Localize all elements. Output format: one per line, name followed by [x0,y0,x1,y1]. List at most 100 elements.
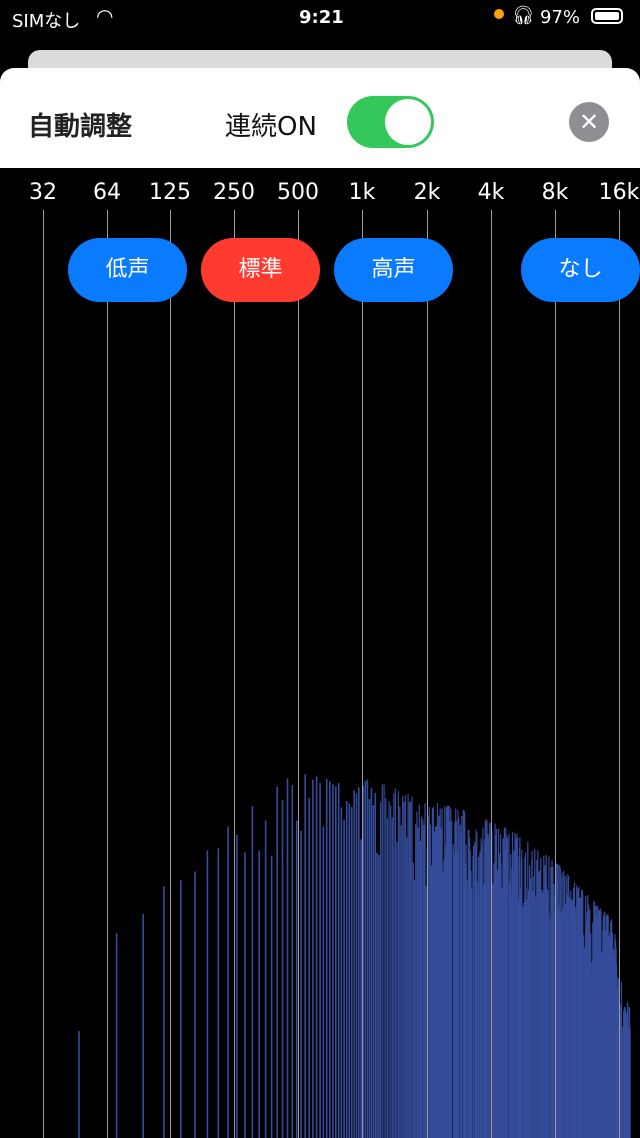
spectrum-bar [466,880,468,1138]
spectrum-bar [251,805,254,1138]
spectrum-bar [244,852,246,1138]
spectrum-bar [582,895,584,1138]
orange-dot-icon [494,9,504,19]
spectrum-bar [529,865,531,1138]
spectrum-bar [454,822,456,1138]
frequency-label: 250 [213,180,255,205]
preset-button[interactable]: 高声 [334,238,453,302]
spectrum-bar [345,801,348,1138]
spectrum-bar [583,935,585,1138]
spectrum-bar [507,838,509,1138]
spectrum-bar [523,905,525,1138]
toggle-knob [385,99,431,145]
spectrum-bar [557,864,559,1138]
spectrum-bar [434,826,436,1138]
spectrum-bar [399,806,401,1138]
spectrum-bar [448,805,450,1138]
spectrum-bar [595,914,597,1138]
spectrum-bar [388,801,390,1138]
spectrum-bar [194,871,196,1138]
spectrum-bar [412,862,414,1138]
spectrum-bar [547,889,549,1138]
spectrum-bar [601,952,603,1138]
spectrum-bar [519,837,521,1138]
spectrum-bar [522,906,524,1138]
spectrum-bar [558,906,560,1138]
spectrum-bar [451,820,453,1138]
spectrum-bar [264,820,267,1138]
frequency-gridline [298,210,299,1138]
spectrum-bar [500,862,502,1138]
spectrum-bar [485,819,487,1138]
spectrum-bar [513,850,515,1138]
spectrum-bar [568,875,570,1138]
frequency-label: 2k [413,180,441,205]
spectrum-bar [411,796,413,1138]
spectrum-bar [512,873,514,1138]
spectrum-bar [406,837,408,1138]
frequency-label: 8k [541,180,569,205]
spectrum-bar [315,776,318,1138]
spectrum-bar [524,857,526,1138]
spectrum-bar [445,807,448,1138]
spectrum-bar [337,783,340,1138]
spectrum-bar [605,930,607,1138]
spectrum-bar [413,879,416,1138]
spectrum-bar [562,909,564,1138]
spectrum-bar [478,856,480,1138]
spectrum-bar [520,887,522,1138]
frequency-label: 64 [93,180,121,205]
spectrum-bar [510,854,512,1138]
frequency-label: 4k [477,180,505,205]
preset-button[interactable]: 低声 [68,238,187,302]
close-icon[interactable]: ✕ [569,102,609,142]
spectrum-bar [437,816,439,1138]
spectrum-bar [610,921,612,1138]
spectrum-bar [556,875,558,1138]
spectrum-bar [564,876,566,1138]
spectrum-bar [494,823,496,1138]
frequency-label: 1k [348,180,376,205]
spectrum-bar [502,838,504,1138]
spectrum-bar [447,805,449,1138]
spectrum-bar [445,845,447,1138]
spectrum-bar [496,828,498,1138]
spectrum-bar [569,897,571,1138]
spectrum-bar [286,778,289,1138]
spectrum-bar [516,834,518,1138]
spectrum-bar [514,832,516,1138]
spectrum-bar [461,816,463,1138]
frequency-label: 32 [29,180,57,205]
spectrum-bar [536,859,538,1138]
frequency-label: 500 [277,180,319,205]
spectrum-bar [322,826,325,1138]
spectrum-bar [488,838,490,1138]
time: 9:21 [299,7,344,28]
spectrum-bar [575,906,577,1138]
spectrum-bar [391,817,393,1138]
preset-button[interactable]: 標準 [201,238,320,302]
wifi-icon: ◠ [96,4,114,28]
spectrum-bar [407,794,409,1138]
preset-button[interactable]: なし [521,238,640,302]
spectrum-bar [476,832,478,1138]
spectrum-bar [383,784,385,1138]
spectrum-bar [560,913,562,1138]
spectrum-bar [335,786,337,1138]
spectrum-bar [429,824,431,1138]
frequency-gridline [170,210,171,1138]
spectrum-bar [629,1028,631,1138]
spectrum-bar [440,828,442,1138]
spectrum-bar [486,820,488,1138]
spectrum-bar [397,791,399,1138]
spectrum-bar [509,882,511,1138]
spectrum-bar [353,790,355,1138]
spectrum-bar [538,871,540,1138]
spectrum-bar [498,828,500,1138]
continuous-toggle[interactable] [347,96,434,148]
spectrum-bar [403,801,405,1138]
spectrum-bar [368,799,371,1138]
spectrum-bar [332,784,334,1138]
spectrum-bar [217,848,220,1138]
spectrum-bar [551,860,553,1138]
